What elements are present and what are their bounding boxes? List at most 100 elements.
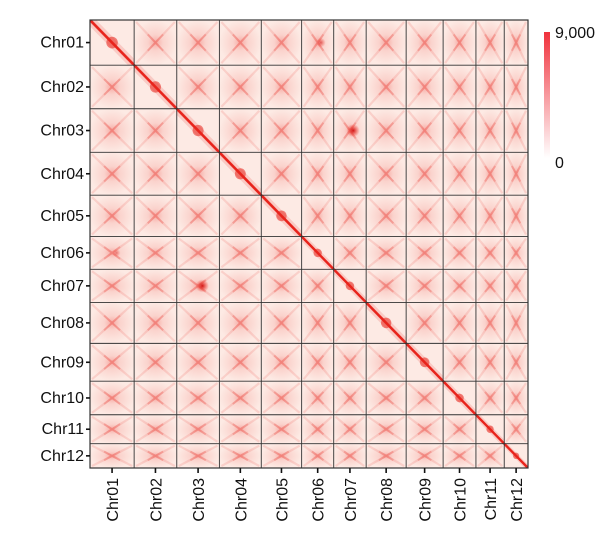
contact-block-chr12-chr05 (261, 443, 302, 468)
x-tick-label-chr09: Chr09 (418, 478, 435, 522)
contact-block-chr10-chr11 (475, 381, 505, 415)
contact-block-chr06-chr10 (443, 236, 476, 270)
contact-block-chr06-chr08 (366, 236, 407, 270)
contact-block-chr08-chr04 (219, 302, 262, 344)
contact-block-chr07-chr02 (134, 269, 177, 303)
colorbar-gradient (544, 32, 550, 158)
x-tick-label-chr02: Chr02 (148, 478, 165, 522)
contact-block-chr05-chr07 (333, 195, 367, 237)
contact-block-chr10-chr04 (219, 381, 262, 415)
contact-block-chr01-chr08 (366, 20, 407, 66)
chromosome-grid (89, 19, 529, 469)
contact-block-chr05-chr04 (219, 195, 262, 237)
contact-block-chr02-chr01 (90, 65, 135, 109)
contact-block-chr03-chr04 (219, 108, 262, 153)
hotspot-chr03-chr07 (346, 124, 360, 138)
contact-block-chr07-chr10 (443, 269, 476, 303)
contact-block-chr12-chr09 (406, 443, 444, 468)
contact-block-chr09-chr05 (261, 343, 302, 382)
contact-block-chr10-chr07 (333, 381, 367, 415)
contact-block-chr11-chr07 (333, 414, 367, 444)
x-tick-label-chr07: Chr07 (343, 478, 360, 522)
contact-block-chr01-chr12 (504, 20, 528, 66)
contact-block-chr08-chr05 (261, 302, 302, 344)
contact-block-chr12-chr02 (134, 443, 177, 468)
contact-block-chr09-chr02 (134, 343, 177, 382)
y-tick-label-chr04: Chr04 (40, 166, 84, 183)
contact-block-chr05-chr03 (176, 195, 220, 237)
contact-block-chr11-chr08 (366, 414, 407, 444)
contact-block-chr11-chr03 (176, 414, 220, 444)
y-tick-label-chr02: Chr02 (40, 79, 84, 96)
contact-block-chr08-chr09 (406, 302, 444, 344)
contact-block-chr08-chr01 (90, 302, 135, 344)
contact-block-chr03-chr09 (406, 108, 444, 153)
contact-block-chr05-chr11 (475, 195, 505, 237)
x-axis: Chr01 Chr02 Chr03 Chr04 Chr05 Chr06 Chr07 Chr08… (105, 468, 526, 522)
contact-block-chr02-chr07 (333, 65, 367, 109)
contact-block-chr05-chr06 (301, 195, 334, 237)
contact-block-chr05-chr12 (504, 195, 528, 237)
contact-block-chr06-chr05 (261, 236, 302, 270)
contact-block-chr10-chr09 (406, 381, 444, 415)
x-tick-label-chr06: Chr06 (311, 478, 328, 522)
contact-block-chr08-chr07 (333, 302, 367, 344)
contact-block-chr11-chr12 (504, 414, 528, 444)
contact-block-chr11-chr10 (443, 414, 476, 444)
contact-block-chr02-chr10 (443, 65, 476, 109)
contact-block-chr09-chr08 (366, 343, 407, 382)
contact-block-chr04-chr01 (90, 152, 135, 196)
contact-block-chr01-chr03 (176, 20, 220, 66)
contact-block-chr08-chr02 (134, 302, 177, 344)
contact-block-chr02-chr03 (176, 65, 220, 109)
colorbar: 9,000 0 (544, 25, 595, 172)
contact-block-chr04-chr05 (261, 152, 302, 196)
x-tick-label-chr11: Chr11 (483, 478, 500, 520)
y-tick-label-chr01: Chr01 (40, 35, 84, 52)
contact-block-chr06-chr07 (333, 236, 367, 270)
contact-block-chr02-chr09 (406, 65, 444, 109)
contact-block-chr12-chr06 (301, 443, 334, 468)
contact-block-chr09-chr11 (475, 343, 505, 382)
contact-block-chr11-chr06 (301, 414, 334, 444)
contact-block-chr09-chr10 (443, 343, 476, 382)
contact-block-chr07-chr09 (406, 269, 444, 303)
main-diagonal (90, 20, 528, 468)
diagonal-line (90, 20, 528, 468)
contact-block-chr01-chr09 (406, 20, 444, 66)
x-tick-label-chr01: Chr01 (105, 478, 122, 522)
contact-block-chr10-chr03 (176, 381, 220, 415)
contact-block-chr10-chr12 (504, 381, 528, 415)
contact-block-chr11-chr05 (261, 414, 302, 444)
colorbar-max-label: 9,000 (555, 25, 595, 42)
contact-block-chr07-chr06 (301, 269, 334, 303)
contact-block-chr04-chr06 (301, 152, 334, 196)
contact-block-chr03-chr06 (301, 108, 334, 153)
contact-block-chr07-chr01 (90, 269, 135, 303)
contact-block-chr06-chr11 (475, 236, 505, 270)
contact-block-chr08-chr06 (301, 302, 334, 344)
contact-block-chr08-chr12 (504, 302, 528, 344)
contact-block-chr05-chr10 (443, 195, 476, 237)
y-tick-label-chr11: Chr11 (42, 421, 84, 438)
contact-block-chr06-chr02 (134, 236, 177, 270)
hotspot-chr06-chr01 (112, 248, 121, 257)
y-tick-label-chr09: Chr09 (40, 354, 84, 371)
contact-matrix (90, 20, 528, 468)
contact-block-chr04-chr02 (134, 152, 177, 196)
contact-block-chr06-chr12 (504, 236, 528, 270)
contact-block-chr11-chr02 (134, 414, 177, 444)
contact-block-chr01-chr04 (219, 20, 262, 66)
x-tick-label-chr04: Chr04 (233, 478, 250, 522)
hotspot-chr07-chr03 (195, 279, 209, 293)
contact-block-chr03-chr08 (366, 108, 407, 153)
contact-block-chr10-chr02 (134, 381, 177, 415)
contact-block-chr12-chr03 (176, 443, 220, 468)
contact-block-chr04-chr07 (333, 152, 367, 196)
contact-block-chr09-chr01 (90, 343, 135, 382)
contact-block-chr05-chr08 (366, 195, 407, 237)
x-tick-label-chr12: Chr12 (509, 478, 526, 522)
contact-block-chr08-chr11 (475, 302, 505, 344)
contact-block-chr01-chr07 (333, 20, 367, 66)
